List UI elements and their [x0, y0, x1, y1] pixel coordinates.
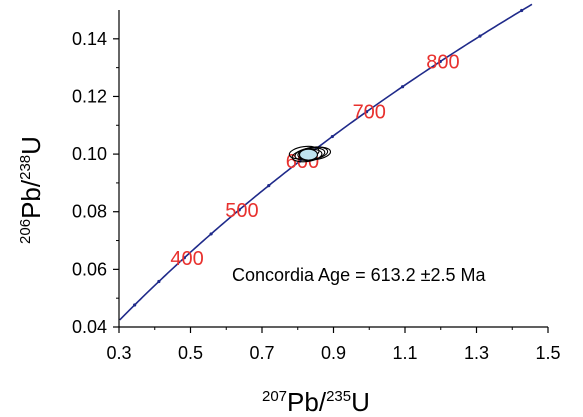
- x-axis-title-element-2: U: [351, 387, 370, 417]
- concordia-age-marker: [478, 34, 482, 38]
- x-tick-label: 1.5: [535, 343, 560, 363]
- concordia-age-marker: [237, 208, 241, 212]
- concordia-age-ellipse: [298, 148, 319, 161]
- axes: 0.3 0.5 0.7 0.9 1.1 1.3 1.5 0.04 0.06 0.08 0.10 0.1…: [72, 10, 561, 363]
- x-tick-label: 0.3: [106, 343, 131, 363]
- age-label-700: 700: [353, 102, 386, 124]
- x-tick-label: 1.1: [392, 343, 417, 363]
- concordia-age-marker: [364, 110, 369, 114]
- x-tick-label: 0.5: [178, 343, 203, 363]
- y-tick-label: 0.14: [72, 29, 107, 49]
- y-tick-label: 0.10: [72, 144, 107, 164]
- x-tick-label: 0.7: [249, 343, 274, 363]
- x-tick-label: 1.3: [464, 343, 489, 363]
- x-axis-title-element: Pb/: [287, 387, 327, 417]
- y-tick-label: 0.08: [72, 202, 107, 222]
- concordia-age-annotation: Concordia Age = 613.2 ±2.5 Ma: [232, 265, 487, 285]
- x-tick-label: 0.9: [321, 343, 346, 363]
- concordia-age-marker: [182, 256, 186, 260]
- x-axis-title-mass-number: 207: [262, 388, 287, 405]
- y-axis-title-mass-number-2: 238: [17, 155, 34, 180]
- y-axis-title-mass-number: 206: [17, 219, 34, 244]
- y-tick-label: 0.04: [72, 317, 107, 337]
- age-label-800: 800: [426, 52, 459, 74]
- age-label-500: 500: [225, 200, 258, 222]
- concordia-age-marker: [400, 85, 405, 89]
- x-axis-title: 207Pb/235U: [262, 387, 370, 417]
- concordia-age-marker: [133, 303, 137, 307]
- y-axis-title-element: Pb/: [16, 179, 46, 219]
- concordia-age-marker: [209, 232, 213, 236]
- concordia-age-marker: [520, 8, 524, 13]
- y-axis-title: 206Pb/238U: [16, 136, 46, 244]
- age-label-400: 400: [170, 248, 203, 270]
- concordia-curve: [119, 3, 533, 321]
- x-axis-title-mass-number-2: 235: [326, 388, 351, 405]
- y-tick-label: 0.12: [72, 86, 107, 106]
- y-axis-title-element-2: U: [16, 136, 46, 155]
- y-tick-label: 0.06: [72, 259, 107, 279]
- concordia-age-marker: [157, 279, 161, 284]
- concordia-age-marker: [438, 59, 442, 64]
- concordia-age-marker: [330, 134, 334, 139]
- concordia-age-marker: [267, 184, 271, 188]
